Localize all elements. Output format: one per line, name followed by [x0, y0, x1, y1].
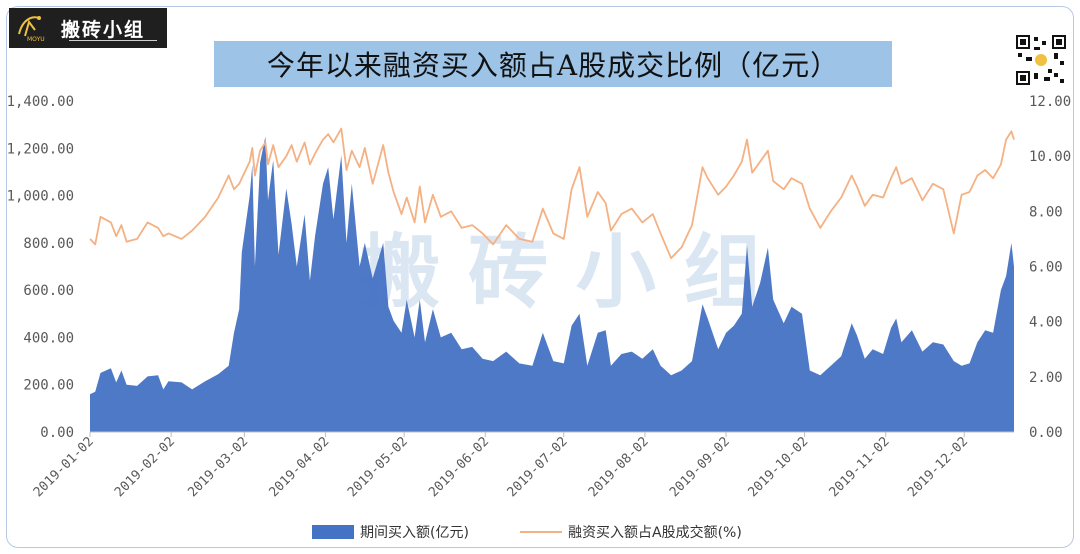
y-right-tick-label: 8.00 [1029, 204, 1063, 220]
x-tick-label: 2019-06-02 [426, 434, 492, 500]
legend-label-area: 期间买入额(亿元) [360, 525, 469, 541]
x-tick-label: 2019-10-02 [745, 434, 811, 500]
x-tick-label: 2019-07-02 [505, 434, 571, 500]
x-tick-label: 2019-01-02 [31, 434, 97, 500]
x-tick-label: 2019-08-02 [586, 434, 652, 500]
y-left-tick-label: 200.00 [23, 378, 74, 394]
x-tick-label: 2019-03-02 [185, 434, 251, 500]
x-tick-label: 2019-12-02 [905, 434, 971, 500]
x-tick-label: 2019-05-02 [345, 434, 411, 500]
brand-mark-icon [18, 16, 41, 37]
y-right-tick-label: 2.00 [1029, 370, 1063, 386]
y-right-tick-label: 12.00 [1029, 94, 1071, 110]
legend-item-area: 期间买入额(亿元) [312, 522, 469, 542]
series-line-ratio [89, 127, 1015, 260]
brand-logo: 搬砖小组 MOYU [9, 8, 167, 48]
x-tick-label: 2019-02-02 [112, 434, 178, 500]
y-left-tick-label: 0.00 [40, 425, 74, 441]
y-left-tick-label: 400.00 [23, 330, 74, 346]
y-left-tick-label: 800.00 [23, 236, 74, 252]
y-right-tick-label: 10.00 [1029, 149, 1071, 165]
x-tick-label: 2019-09-02 [667, 434, 733, 500]
series-area-buy-amount [90, 136, 1014, 432]
chart-title-box: 今年以来融资买入额占A股成交比例（亿元） [214, 41, 892, 87]
legend-swatch-line [520, 531, 562, 533]
y-left-tick-label: 600.00 [23, 283, 74, 299]
brand-divider [69, 40, 157, 41]
legend-item-line: 融资买入额占A股成交额(%) [520, 522, 742, 542]
y-right-tick-label: 6.00 [1029, 260, 1063, 276]
y-right-tick-label: 0.00 [1029, 425, 1063, 441]
qr-code-icon [1014, 33, 1068, 87]
chart-frame [6, 6, 1074, 548]
brand-sub: MOYU [27, 36, 45, 43]
legend-swatch-area [312, 525, 354, 539]
y-right-tick-label: 4.00 [1029, 315, 1063, 331]
y-left-tick-label: 1,400.00 [7, 94, 74, 110]
chart-legend: 期间买入额(亿元) 融资买入额占A股成交额(%) [0, 520, 1080, 542]
y-left-tick-label: 1,000.00 [7, 189, 74, 205]
brand-name: 搬砖小组 [61, 19, 146, 41]
x-tick-label: 2019-04-02 [266, 434, 332, 500]
y-left-tick-label: 1,200.00 [7, 141, 74, 157]
watermark-text: 搬 砖 小 组 [360, 226, 764, 319]
chart-title: 今年以来融资买入额占A股成交比例（亿元） [266, 49, 840, 82]
legend-label-line: 融资买入额占A股成交额(%) [568, 525, 742, 541]
x-tick-label: 2019-11-02 [827, 434, 893, 500]
